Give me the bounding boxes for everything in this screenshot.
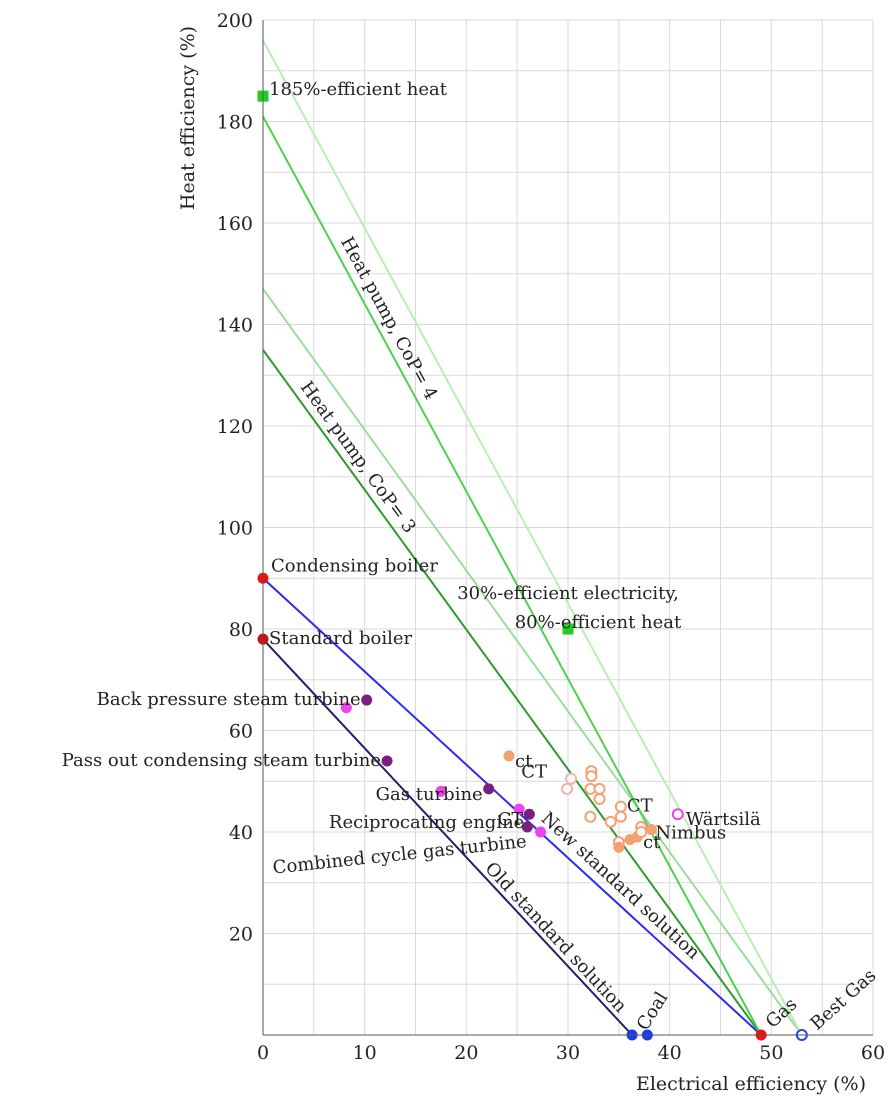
grid — [262, 19, 874, 1036]
point-29 — [614, 810, 627, 823]
reference-lines — [262, 39, 803, 1036]
label-nimbus: Nimbus — [655, 822, 726, 843]
x-tick-label: 50 — [759, 1042, 783, 1064]
axes: 0 10 20 30 40 50 60 20 40 60 80 100 120 140 160 180 200 — [217, 10, 885, 1064]
label-30-efficient-electricity-80-efficient-heat: 30%-efficient electricity, 80%-efficient … — [457, 583, 682, 633]
x-axis-title: Electrical efficiency (%) — [636, 1073, 866, 1095]
label-185-efficient-heat: 185%-efficient heat — [269, 79, 448, 100]
y-tick-label: 80 — [229, 619, 253, 641]
point-30-efficient-electricity-80-efficient-heat — [562, 623, 574, 635]
y-tick-label: 200 — [217, 10, 253, 32]
point-nimbus — [645, 823, 657, 835]
point-ct — [503, 750, 515, 762]
label-ct: CT — [627, 796, 653, 817]
label-gas-turbine: Gas turbine — [376, 784, 483, 805]
point-24 — [593, 782, 606, 795]
label-back-pressure-steam-turbine: Back pressure steam turbine — [97, 689, 361, 710]
line-3 — [262, 288, 803, 1036]
label-pass-out-condensing-steam-turbine: Pass out condensing steam turbine — [62, 750, 381, 771]
point-pass-out-condensing-steam-turbine — [381, 755, 393, 767]
x-tick-label: 10 — [353, 1042, 377, 1064]
x-tick-label: 20 — [454, 1042, 478, 1064]
point-9 — [340, 702, 352, 714]
line-label-heat-pump-cop-3: Heat pump, CoP= 3 — [296, 378, 420, 538]
y-axis-title: Heat efficiency (%) — [177, 26, 199, 210]
point-ct — [614, 800, 627, 813]
point-25 — [593, 793, 606, 806]
y-tick-label: 160 — [217, 213, 253, 235]
point-31 — [613, 841, 625, 853]
line-heat-pump-cop-3 — [262, 349, 762, 1036]
x-tick-label: 0 — [257, 1042, 269, 1064]
point-combined-cycle-gas-turbine — [535, 826, 547, 838]
label-ct: CT — [498, 809, 524, 830]
label-reciprocating-engine: Reciprocating engine — [329, 812, 524, 833]
y-tick-label: 140 — [217, 315, 253, 337]
point-gas-turbine — [483, 783, 495, 795]
point-reciprocating-engine — [521, 821, 533, 833]
y-tick-label: 120 — [217, 416, 253, 438]
label-w-rtsil: Wärtsilä — [686, 809, 761, 830]
y-tick-label: 100 — [217, 518, 253, 540]
point-ct — [565, 772, 578, 785]
line-old-standard-solution — [262, 638, 633, 1036]
point-back-pressure-steam-turbine — [361, 694, 373, 706]
point-20 — [560, 782, 573, 795]
line-5 — [262, 39, 803, 1036]
y-tick-label: 180 — [217, 112, 253, 134]
point-26 — [584, 810, 597, 823]
y-tick-label: 60 — [229, 721, 253, 743]
line-label-heat-pump-cop-4: Heat pump, CoP= 4 — [336, 233, 441, 403]
point-12 — [435, 785, 447, 797]
point-15 — [513, 803, 525, 815]
y-tick-label: 20 — [229, 924, 253, 946]
point-36 — [635, 826, 648, 838]
x-tick-label: 30 — [556, 1042, 580, 1064]
point-22 — [585, 770, 598, 783]
point-ct — [523, 808, 535, 820]
line-new-standard-solution — [262, 577, 762, 1036]
point-w-rtsil — [671, 808, 684, 821]
label-coal: Coal — [633, 988, 673, 1034]
y-tick-label: 40 — [229, 822, 253, 844]
label-ct: CT — [521, 762, 547, 783]
label-condensing-boiler: Condensing boiler — [271, 555, 438, 576]
label-ct: ct — [643, 832, 661, 853]
line-heat-pump-cop-4 — [262, 115, 763, 1036]
x-tick-label: 40 — [658, 1042, 682, 1064]
x-tick-label: 60 — [861, 1042, 885, 1064]
point-27 — [604, 815, 617, 828]
label-best-gas: Best Gas — [806, 965, 880, 1034]
label-standard-boiler: Standard boiler — [269, 628, 413, 649]
label-ct: ct — [515, 751, 533, 772]
